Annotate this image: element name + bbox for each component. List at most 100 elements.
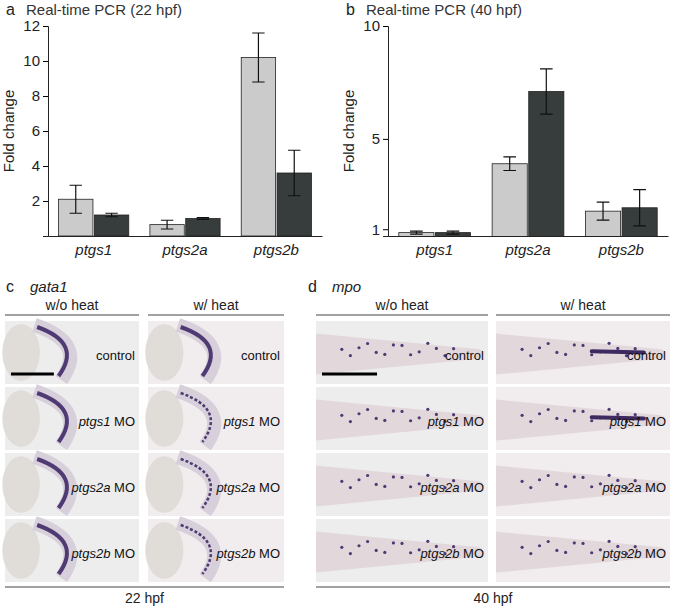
axis-line (389, 236, 669, 237)
stain (181, 459, 211, 508)
tick-label: 8 (32, 87, 40, 104)
tick-label: ptgs2a (504, 241, 550, 258)
stain-dot (581, 344, 584, 347)
panel-letter: c (6, 278, 14, 295)
label-part: MO (459, 546, 484, 561)
stain-dot (409, 551, 412, 554)
embryo-tail (316, 532, 484, 573)
stain (37, 525, 67, 574)
x-tick: ptgs1 (415, 236, 453, 258)
bar (492, 164, 527, 236)
stain-dot (375, 417, 378, 420)
x-tick: ptgs2b (598, 236, 644, 258)
row-label: control (96, 348, 135, 363)
embryo-tail (316, 466, 484, 507)
label-part: MO (641, 546, 666, 561)
figure-svg: 24681012ptgs1ptgs2aptgs2baReal-time PCR … (0, 0, 674, 614)
stage-label: 40 hpf (474, 590, 513, 606)
stain-dot (564, 551, 567, 554)
label-part: ptgs2b (70, 546, 110, 561)
stain-dot (383, 419, 386, 422)
stain-dot (538, 544, 541, 547)
row-label: ptgs1 MO (78, 414, 135, 429)
stain-dot (366, 342, 369, 345)
image-panel: dmpow/o heatcontrolptgs1 MOptgs2a MOptgs… (308, 278, 670, 606)
label-part: MO (255, 480, 280, 495)
row-label: ptgs2a MO (419, 480, 484, 495)
stain-dot (573, 343, 576, 346)
stain-dot (521, 414, 524, 417)
label-part: MO (255, 414, 280, 429)
y-axis: 24681012 (23, 17, 48, 236)
error-bar (288, 150, 300, 196)
stain-dot (581, 410, 584, 413)
y-tick: 8 (32, 87, 48, 104)
gene-name: mpo (332, 278, 361, 295)
tick-mark (43, 201, 48, 202)
error-bar (503, 157, 516, 171)
column-header: w/o heat (375, 297, 429, 313)
y-tick: 10 (23, 52, 48, 69)
photo-cell: ptgs2b MO (316, 519, 488, 582)
stain-dot (529, 354, 532, 357)
row-label: ptgs2b MO (601, 546, 666, 561)
stain-dot (581, 476, 584, 479)
label-part: ptgs2b (215, 546, 255, 561)
tick-mark (43, 61, 48, 62)
bar (241, 58, 275, 237)
stain (181, 327, 211, 376)
stain (37, 459, 67, 508)
photo-background (316, 321, 488, 384)
photo-background (496, 321, 670, 384)
error-bar (105, 213, 117, 217)
label-part: MO (459, 414, 484, 429)
label-part: ptgs1 (78, 414, 111, 429)
stain-dot (590, 419, 593, 422)
stain-dot (608, 474, 611, 477)
embryo-body (178, 391, 214, 446)
stain-dot (608, 342, 611, 345)
stain-dot (392, 409, 395, 412)
label-part: ptgs1 (223, 414, 256, 429)
stain-dot (349, 420, 352, 423)
stain-dot (349, 552, 352, 555)
panel-letter: a (6, 1, 15, 18)
scale-bar (11, 373, 54, 376)
y-axis-title: Fold change (340, 90, 357, 173)
label-part: MO (255, 546, 280, 561)
stain-dot (340, 348, 343, 351)
stain-dot (581, 542, 584, 545)
tick-label: 1 (372, 221, 380, 238)
stain-dot (383, 485, 386, 488)
x-tick: ptgs1 (74, 236, 112, 258)
stain-dot (608, 540, 611, 543)
embryo-body (34, 523, 70, 578)
yolk (2, 456, 40, 513)
stain-dot (547, 342, 550, 345)
label-part: MO (641, 414, 666, 429)
column-header: w/ heat (192, 297, 238, 313)
panel-letter: b (346, 1, 355, 18)
tick-label: 6 (32, 122, 40, 139)
stage-label: 22 hpf (125, 590, 164, 606)
yolk (2, 522, 40, 579)
series (59, 33, 276, 236)
stain-dot (366, 474, 369, 477)
stain-dot (564, 353, 567, 356)
photo-background (316, 519, 488, 582)
label-part: MO (110, 414, 135, 429)
embryo-body (178, 325, 214, 380)
photo-cell: control (316, 321, 488, 384)
stain-dot (555, 483, 558, 486)
photo-cell: control (145, 321, 284, 384)
stain (181, 393, 211, 442)
series (435, 69, 657, 236)
column-header: w/o heat (45, 297, 99, 313)
photo-cell: ptgs1 MO (496, 387, 670, 450)
y-tick: 12 (23, 17, 48, 34)
row-label: ptgs2a MO (215, 480, 280, 495)
label-part: ptgs2b (419, 546, 459, 561)
stain-dot (400, 344, 403, 347)
stain-dot (564, 485, 567, 488)
stain-dot (409, 419, 412, 422)
